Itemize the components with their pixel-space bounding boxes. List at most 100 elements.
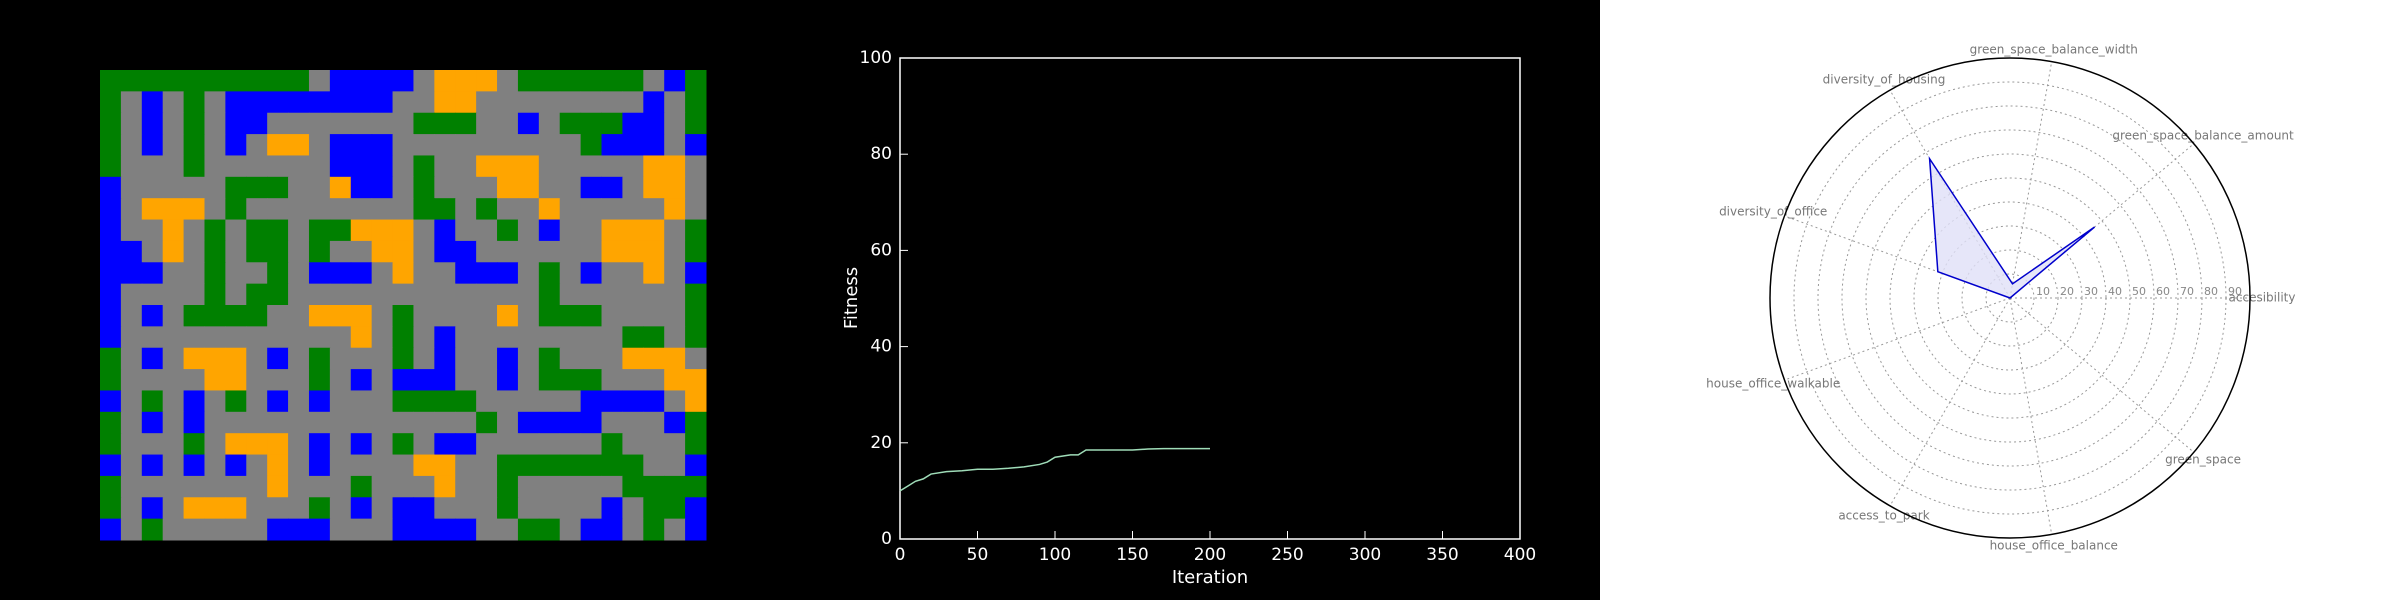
map-cell [308,475,331,498]
map-cell [517,262,540,285]
map-cell [100,262,122,285]
map-cell [371,518,394,541]
map-cell [141,176,164,199]
map-cell [350,262,373,285]
map-cell [392,497,414,520]
map-cell [643,198,665,221]
map-cell [100,305,122,327]
map-cell [371,454,394,477]
map-cell [434,518,456,541]
map-cell [141,433,164,456]
map-cell [246,475,268,498]
map-cell [455,518,477,541]
map-cell [100,155,122,178]
map-cell [100,134,122,156]
radial-tick-label: 40 [2108,285,2122,298]
map-cell [308,305,331,327]
map-cell [308,112,331,135]
map-cell [371,369,394,391]
map-cell [288,497,310,520]
map-cell [308,369,331,391]
map-cell [225,155,247,178]
map-cell [643,305,665,327]
map-cell [622,112,644,135]
map-cell [183,326,205,349]
map-cell [643,134,665,156]
map-cell [601,411,623,434]
map-cell [183,283,205,306]
map-cell [517,518,540,541]
map-cell [601,112,623,135]
map-cell [497,219,519,242]
map-cell [643,262,665,285]
map-cell [225,262,247,285]
map-cell [329,155,352,178]
axis-label: access_to_park [1838,509,1929,523]
map-cell [329,176,352,199]
map-cell [497,497,519,520]
map-cell [476,70,498,92]
map-cell [162,262,185,285]
map-cell [538,134,561,156]
radial-grid [1841,129,2179,467]
map-cell [434,347,456,370]
map-cell [476,326,498,349]
map-cell [392,518,414,541]
map-cell [308,518,331,541]
map-cell [141,326,164,349]
map-cell [120,518,143,541]
map-cell [183,347,205,370]
map-cell [664,475,686,498]
map-cell [392,454,414,477]
map-cell [141,283,164,306]
map-cell [288,475,310,498]
map-cell [455,497,477,520]
map-cell [350,219,373,242]
map-cell [350,91,373,114]
map-cell [413,240,435,263]
map-cell [329,475,352,498]
map-cell [664,347,686,370]
map-cell [246,198,268,221]
map-cell [204,176,226,199]
map-cell [685,326,707,349]
map-cell [246,70,268,92]
map-cell [517,112,540,135]
map-cell [267,112,289,135]
map-cell [601,369,623,391]
map-cell [455,347,477,370]
map-cell [308,283,331,306]
map-cell [120,240,143,263]
map-cell [580,134,603,156]
map-cell [141,454,164,477]
map-cell [538,262,561,285]
map-cell [413,326,435,349]
map-cell [141,240,164,263]
map-cell [643,390,665,413]
map-cell [329,347,352,370]
map-cell [685,433,707,456]
map-cell [455,283,477,306]
map-cell [141,112,164,135]
map-cell [225,518,247,541]
map-cell [601,475,623,498]
map-cell [559,283,582,306]
spoke [2009,297,2195,453]
map-cell [392,155,414,178]
map-cell [601,262,623,285]
map-cell [204,91,226,114]
map-cell [308,219,331,242]
map-cell [538,518,561,541]
map-cell [225,497,247,520]
map-cell [162,283,185,306]
map-cell [538,112,561,135]
axis-label: house_office_balance [1990,539,2118,553]
map-cell [685,70,707,92]
map-cell [350,70,373,92]
map-cell [371,240,394,263]
map-cell [413,433,435,456]
map-cell [601,390,623,413]
map-cell [538,497,561,520]
map-cell [622,454,644,477]
map-cell [100,240,122,263]
